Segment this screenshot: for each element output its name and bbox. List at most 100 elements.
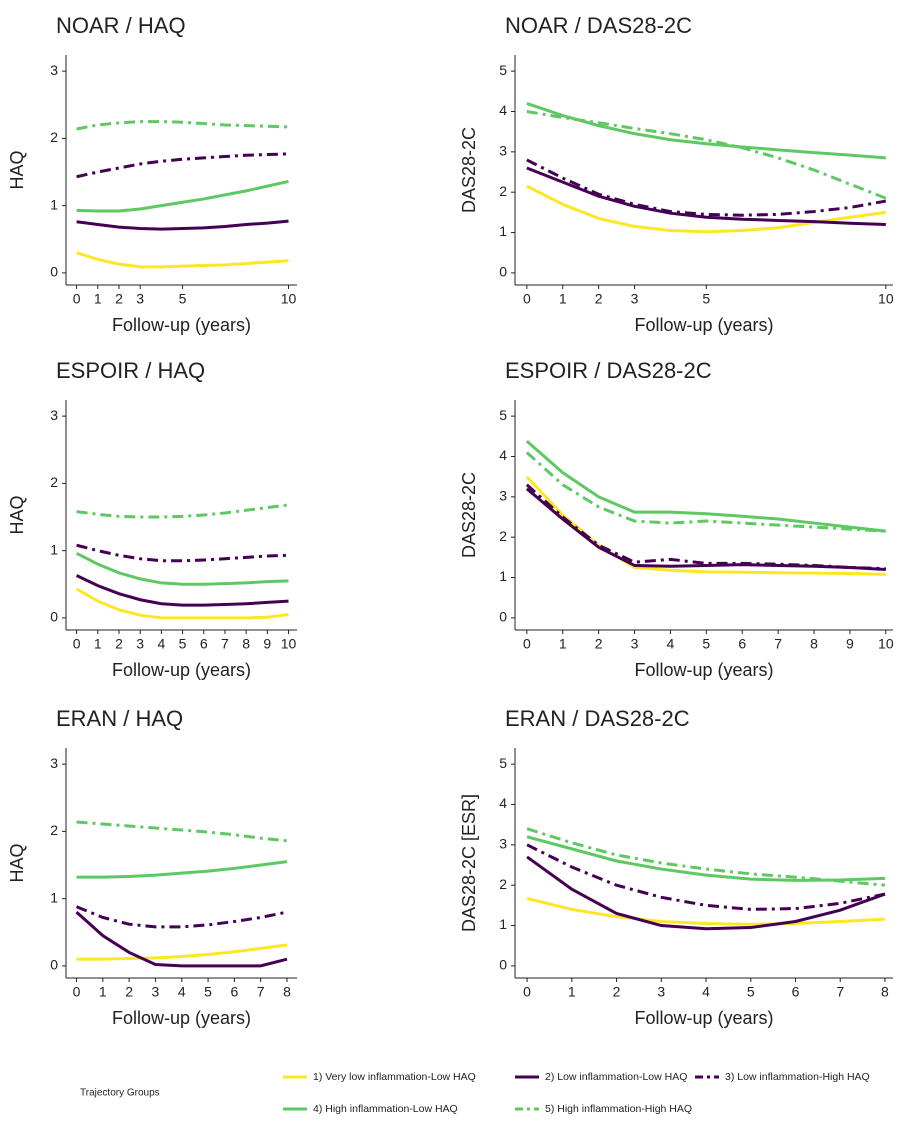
x-tick-label: 4: [667, 636, 675, 652]
series-line: [526, 897, 886, 926]
x-tick-label: 9: [846, 636, 854, 652]
legend-title: Trajectory Groups: [80, 1088, 160, 1099]
x-tick-label: 0: [73, 291, 81, 307]
x-axis-title: Follow-up (years): [112, 660, 251, 680]
series-line: [526, 166, 886, 226]
x-tick-label: 10: [281, 291, 297, 307]
x-axis-title: Follow-up (years): [112, 1008, 251, 1028]
y-tick-label: 3: [50, 407, 58, 423]
series-line: [526, 843, 886, 911]
series-line: [76, 251, 289, 269]
y-tick-label: 4: [499, 102, 507, 118]
series-line: [525, 487, 886, 571]
y-tick-label: 0: [50, 957, 58, 973]
series-line: [75, 910, 288, 968]
x-tick-label: 0: [523, 636, 531, 652]
x-tick-label: 7: [774, 636, 782, 652]
y-tick-label: 3: [50, 62, 58, 78]
x-tick-label: 1: [99, 984, 107, 1000]
y-tick-label: 0: [50, 609, 58, 625]
x-tick-label: 6: [230, 984, 238, 1000]
x-tick-label: 8: [283, 984, 291, 1000]
x-tick-label: 8: [242, 636, 250, 652]
x-tick-label: 2: [115, 291, 123, 307]
y-tick-label: 2: [499, 876, 507, 892]
series-line: [75, 905, 288, 929]
x-tick-label: 0: [523, 291, 531, 307]
y-axis-title: DAS28-2C: [459, 472, 479, 558]
x-tick-label: 3: [657, 984, 665, 1000]
x-tick-label: 2: [613, 984, 621, 1000]
x-tick-label: 1: [559, 636, 567, 652]
x-tick-label: 5: [179, 291, 187, 307]
x-tick-label: 7: [257, 984, 265, 1000]
series-line: [76, 152, 289, 179]
y-tick-label: 2: [499, 183, 507, 199]
x-axis-title: Follow-up (years): [634, 1008, 773, 1028]
x-tick-label: 5: [204, 984, 212, 1000]
x-tick-label: 2: [115, 636, 123, 652]
y-tick-label: 5: [499, 755, 507, 771]
panel-title: NOAR / HAQ: [56, 13, 186, 38]
y-tick-label: 2: [50, 474, 58, 490]
x-tick-label: 10: [281, 636, 297, 652]
y-tick-label: 2: [50, 129, 58, 145]
x-tick-label: 1: [94, 636, 102, 652]
series-line: [76, 820, 288, 843]
x-tick-label: 0: [73, 636, 81, 652]
series-line: [526, 827, 886, 887]
series-line: [525, 440, 886, 533]
y-tick-label: 0: [499, 609, 507, 625]
series-line: [526, 855, 886, 931]
x-tick-label: 7: [221, 636, 229, 652]
x-tick-label: 2: [595, 291, 603, 307]
y-tick-label: 2: [499, 528, 507, 544]
panel-title: ERAN / DAS28-2C: [505, 706, 690, 731]
y-tick-label: 1: [50, 889, 58, 905]
legend-label: 4) High inflammation-Low HAQ: [313, 1103, 458, 1115]
x-tick-label: 8: [810, 636, 818, 652]
y-axis-title: HAQ: [7, 150, 27, 189]
y-tick-label: 1: [499, 568, 507, 584]
series-line: [525, 483, 886, 571]
series-line: [526, 110, 887, 200]
x-tick-label: 2: [595, 636, 603, 652]
y-tick-label: 0: [499, 264, 507, 280]
series-line: [526, 158, 887, 217]
y-tick-label: 5: [499, 407, 507, 423]
series-line: [75, 587, 289, 620]
y-tick-label: 0: [50, 264, 58, 280]
x-tick-label: 6: [200, 636, 208, 652]
series-line: [526, 101, 886, 160]
x-tick-label: 3: [631, 636, 639, 652]
y-tick-label: 4: [499, 447, 507, 463]
x-tick-label: 1: [94, 291, 102, 307]
series-line: [76, 860, 288, 879]
x-tick-label: 9: [263, 636, 271, 652]
x-tick-label: 4: [157, 636, 165, 652]
series-line: [75, 551, 289, 586]
y-tick-label: 2: [50, 822, 58, 838]
x-tick-label: 1: [568, 984, 576, 1000]
legend-label: 3) Low inflammation-High HAQ: [725, 1071, 870, 1083]
y-tick-label: 1: [499, 223, 507, 239]
x-tick-label: 6: [738, 636, 746, 652]
x-tick-label: 5: [179, 636, 187, 652]
y-tick-label: 3: [499, 488, 507, 504]
x-axis-title: Follow-up (years): [634, 660, 773, 680]
x-axis-title: Follow-up (years): [112, 315, 251, 335]
y-tick-label: 1: [499, 916, 507, 932]
x-tick-label: 3: [631, 291, 639, 307]
y-axis-title: DAS28-2C [ESR]: [459, 794, 479, 932]
series-line: [75, 574, 289, 607]
series-line: [76, 943, 288, 961]
x-tick-label: 1: [559, 291, 567, 307]
x-tick-label: 0: [73, 984, 81, 1000]
x-tick-label: 8: [881, 984, 889, 1000]
y-tick-label: 1: [50, 541, 58, 557]
x-tick-label: 6: [792, 984, 800, 1000]
x-tick-label: 5: [702, 291, 710, 307]
x-tick-label: 4: [702, 984, 710, 1000]
x-tick-label: 10: [878, 291, 894, 307]
x-tick-label: 7: [836, 984, 844, 1000]
